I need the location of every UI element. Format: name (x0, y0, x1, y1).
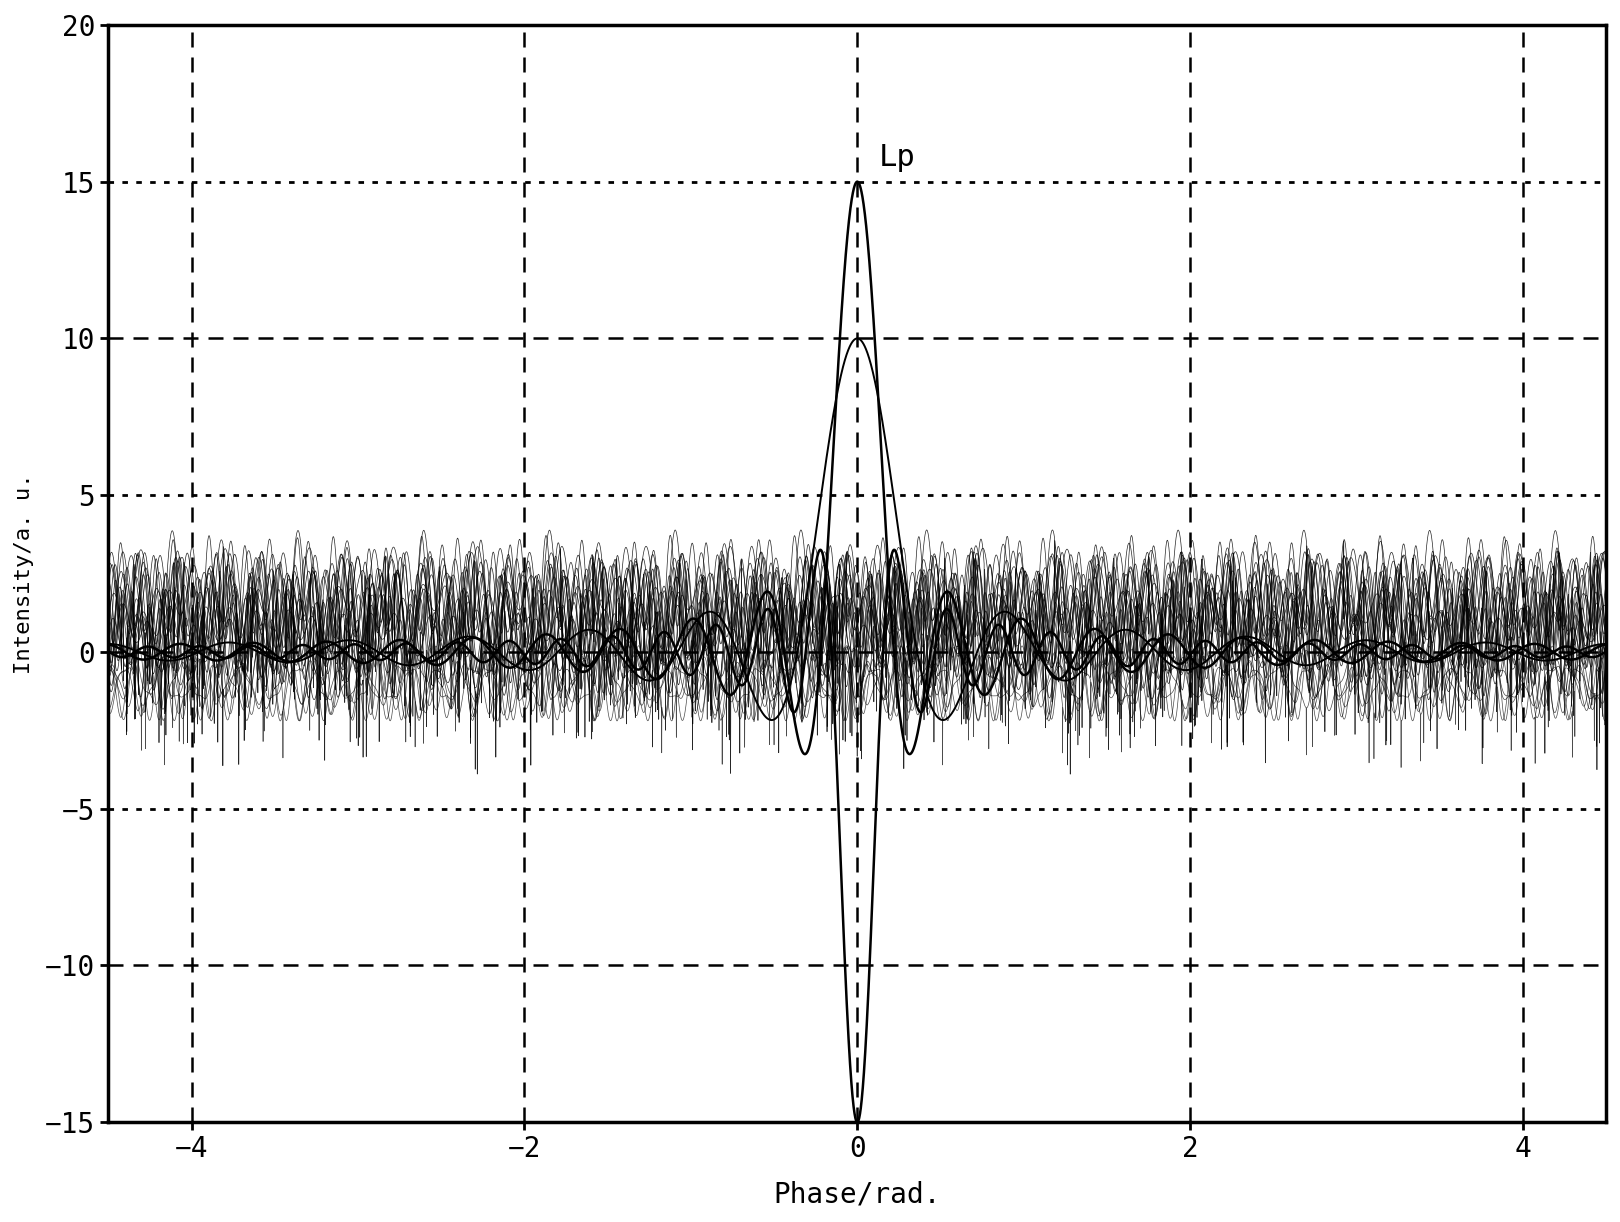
Text: Lp: Lp (880, 143, 915, 172)
X-axis label: Phase/rad.: Phase/rad. (773, 1180, 941, 1209)
Y-axis label: Intensity/a. u.: Intensity/a. u. (15, 473, 34, 673)
